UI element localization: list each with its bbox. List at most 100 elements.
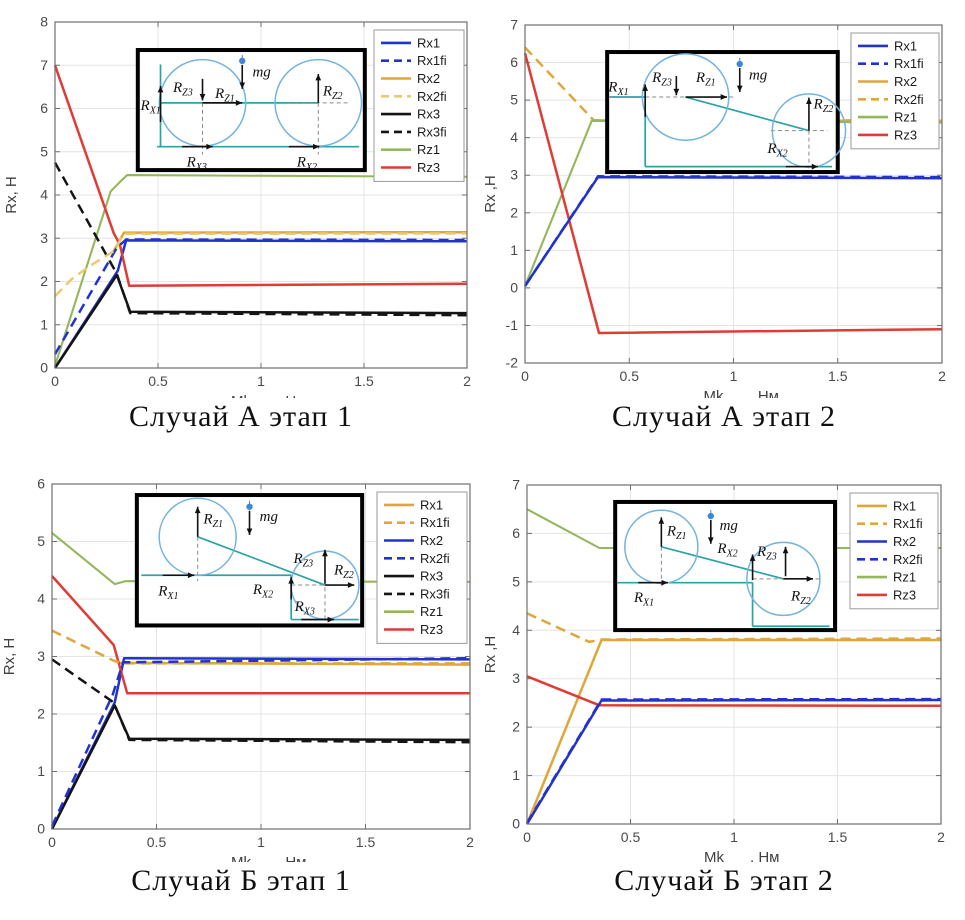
legend-label-Rx2fi: Rx2fi: [894, 92, 924, 107]
y-tick-label: 4: [510, 129, 518, 145]
x-tick-label: 1.5: [828, 368, 848, 384]
x-tick-label: 0.5: [621, 829, 641, 845]
legend-box: [373, 29, 465, 182]
legend-label-Rx2fi: Rx2fi: [420, 551, 450, 566]
x-axis-label: Mk: [704, 388, 724, 398]
legend-label-Rx1fi: Rx1fi: [420, 515, 450, 530]
x-tick-label: 2: [466, 834, 474, 850]
y-tick-label: 1: [37, 763, 45, 779]
y-axis-label: Rx ,Н: [483, 636, 499, 674]
x-tick-label: 1: [257, 834, 265, 850]
y-tick-label: 0: [512, 816, 520, 832]
x-axis-label: Mk: [231, 393, 251, 398]
tick-labels: 0 0.5 1 1.5 2 -2 -1 0 1 2 3 4 5 6 7: [506, 17, 947, 385]
y-tick-label: 4: [37, 591, 45, 607]
y-tick-label: 0: [37, 821, 45, 837]
y-axis-label: Rx ,Н: [483, 175, 499, 213]
x-tick-label: 2: [938, 368, 946, 384]
y-tick-label: 5: [512, 573, 520, 589]
x-tick-label: 1: [257, 373, 265, 389]
legend-label-Rx1fi: Rx1fi: [894, 56, 924, 71]
legend: Rx1 Rx1fi Rx2 Rx2fi Rx3 Rx3fi Rz1 Rz3: [373, 29, 465, 182]
y-tick-label: 2: [512, 719, 520, 735]
legend-label-Rz1: Rz1: [893, 570, 916, 585]
y-tick-label: 0: [40, 360, 48, 376]
series-Rx1fi: [53, 238, 468, 355]
chart-caption: Случай Б этап 1: [131, 864, 351, 897]
y-tick-label: 6: [510, 54, 518, 70]
y-tick-label: 1: [512, 767, 520, 783]
y-axis-label: Rx, Н: [1, 638, 18, 676]
x-tick-label: 0.5: [620, 368, 640, 384]
y-tick-label: 0: [510, 279, 518, 295]
x-axis-label: Mk: [231, 854, 251, 862]
legend-label-Rz1: Rz1: [417, 142, 440, 157]
legend-label-Rx2fi: Rx2fi: [417, 89, 447, 104]
y-tick-label: 1: [40, 316, 48, 332]
legend-label-Rz1: Rz1: [420, 604, 443, 619]
inset-label-mg: mg: [252, 64, 271, 80]
series-Rx2fi: [50, 656, 471, 827]
legend-label-Rz3: Rz3: [893, 587, 916, 602]
inset-border: [613, 499, 838, 633]
series-Rx3fi: [53, 161, 468, 317]
series-Rz1: [53, 174, 468, 367]
legend-label-Rx2: Rx2: [420, 533, 443, 548]
y-tick-label: 6: [512, 525, 520, 541]
series-Rx1fi: [523, 175, 943, 287]
chart-panel-case-a-stage-2: RX1 RZ3 RZ1 mg RZ2 RX2 0 0.5 1 1.5 2 -2 -1 0 1 2 3 4 5 6 7 Mk…: [483, 0, 965, 434]
x-tick-label: 1.5: [356, 834, 376, 850]
series-Rz3: [523, 52, 943, 335]
y-tick-label: 4: [40, 187, 48, 203]
y-tick-label: 3: [510, 167, 518, 183]
y-tick-label: 5: [40, 143, 48, 159]
y-tick-label: 7: [40, 57, 48, 73]
y-tick-label: 2: [37, 706, 45, 722]
series-Rx1fi: [51, 629, 470, 665]
x-tick-label: 0: [48, 834, 56, 850]
y-tick-label: 1: [510, 242, 518, 258]
legend-label-Rx1: Rx1: [417, 35, 440, 50]
y-tick-label: 5: [37, 533, 45, 549]
tick-labels: 0 0.5 1 1.5 2 0 1 2 3 4 5 6 7: [512, 477, 945, 846]
legend-box: [849, 492, 939, 610]
x-tick-label: 1: [730, 829, 738, 845]
y-tick-label: 2: [510, 204, 518, 220]
x-tick-label: 1: [730, 368, 738, 384]
y-tick-label: 8: [40, 14, 48, 30]
legend-label-Rx1fi: Rx1fi: [893, 516, 923, 531]
x-tick-label: 1.5: [354, 373, 374, 389]
y-tick-label: 7: [512, 477, 520, 493]
legend-label-Rz1: Rz1: [894, 110, 917, 125]
legend-label-Rx1fi: Rx1fi: [417, 53, 447, 68]
y-tick-label: -1: [506, 317, 519, 333]
legend-label-Rx1: Rx1: [893, 498, 916, 513]
chart-caption: Случай А этап 2: [612, 400, 836, 433]
inset-label-mg: mg: [720, 518, 739, 534]
legend: Rx1 Rx1fi Rx2 Rx2fi Rz1 Rz3: [849, 492, 939, 610]
legend-label-Rx2: Rx2: [894, 74, 917, 89]
x-tick-label: 2: [937, 829, 945, 845]
legend-label-Rx2fi: Rx2fi: [893, 552, 923, 567]
legend-label-Rz3: Rz3: [894, 127, 917, 142]
x-axis-label-units: , Нм: [750, 388, 779, 398]
legend-label-Rx1: Rx1: [420, 497, 443, 512]
series-lines: [53, 64, 468, 369]
legend-box: [850, 32, 940, 150]
series-Rx1fi: [526, 612, 942, 644]
x-axis-label-units: , Нм: [750, 849, 779, 862]
x-tick-label: 2: [463, 373, 471, 389]
chart-caption: Случай А этап 1: [129, 400, 353, 433]
x-axis-label: Mk: [704, 849, 724, 862]
x-axis-label-units: , Нм: [277, 854, 306, 862]
y-tick-label: 3: [40, 230, 48, 246]
legend-label-Rx2: Rx2: [893, 534, 916, 549]
series-Rx2fi: [525, 697, 942, 824]
inset-border: [605, 50, 840, 175]
